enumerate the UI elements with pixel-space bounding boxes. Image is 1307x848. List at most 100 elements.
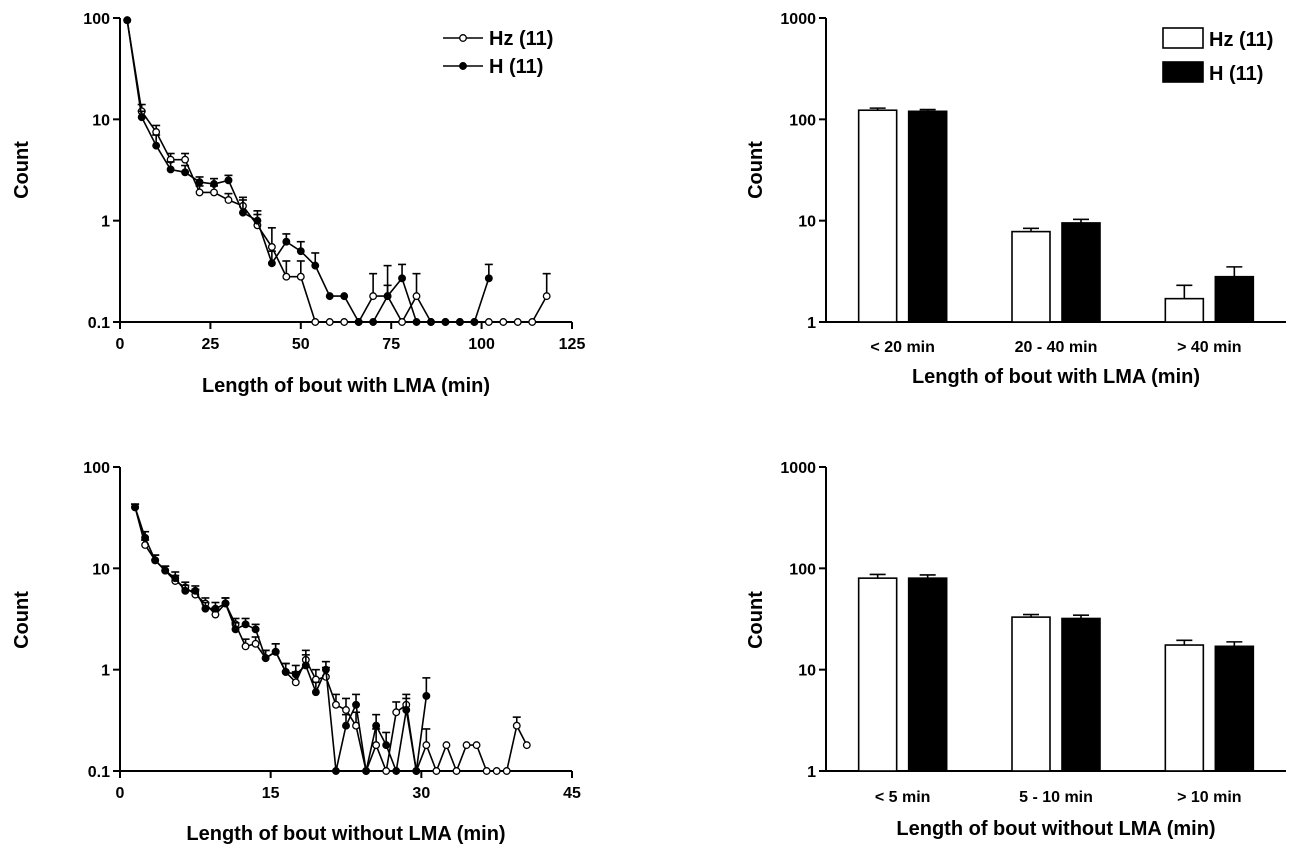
- legend-swatch: [1162, 61, 1204, 83]
- bar: [1061, 222, 1101, 323]
- legend-marker: [459, 34, 467, 42]
- data-point: [512, 721, 521, 730]
- legend-label: H (11): [1209, 63, 1263, 85]
- data-point: [492, 767, 501, 775]
- data-point: [398, 318, 406, 326]
- data-point: [253, 216, 262, 225]
- data-point: [181, 155, 190, 164]
- data-point: [296, 247, 305, 256]
- chart-line-with-lma: 0.1 1 10 100 Count 0 25 50 75 100 125 Length of bou…: [11, 11, 585, 397]
- data-point: [261, 654, 270, 663]
- data-point: [210, 180, 218, 188]
- data-point: [342, 706, 350, 714]
- data-point: [484, 274, 493, 283]
- data-point: [352, 700, 360, 709]
- legend-label: H (11): [489, 56, 543, 78]
- data-point: [321, 665, 330, 674]
- data-point: [267, 259, 276, 268]
- data-point: [412, 318, 421, 326]
- data-point: [151, 556, 160, 565]
- y-tick-label: 1: [101, 214, 110, 231]
- y-tick-label: 1000: [780, 460, 816, 477]
- data-point: [362, 767, 371, 775]
- x-tick-label: > 40 min: [1177, 339, 1241, 356]
- data-point: [181, 586, 190, 595]
- data-point: [224, 176, 233, 185]
- data-point: [513, 318, 522, 326]
- data-point: [311, 261, 320, 270]
- data-point: [131, 503, 140, 512]
- data-point: [251, 625, 260, 634]
- data-point: [470, 318, 479, 326]
- data-point: [462, 741, 471, 750]
- data-point: [484, 318, 493, 326]
- data-point: [340, 318, 349, 326]
- data-point: [201, 604, 210, 613]
- bar: [1164, 297, 1205, 323]
- data-point: [499, 318, 508, 326]
- y-tick-label: 10: [92, 561, 110, 578]
- data-point: [432, 767, 441, 775]
- data-point: [369, 318, 378, 326]
- y-axis-title: Count: [11, 591, 33, 649]
- legend-swatch: [1162, 27, 1204, 49]
- data-point: [152, 141, 161, 150]
- y-tick-label: 1: [807, 315, 816, 332]
- bar: [907, 577, 948, 772]
- data-point: [211, 604, 220, 613]
- bar: [857, 577, 898, 772]
- x-axis-title: Length of bout with LMA (min): [202, 375, 490, 397]
- bar: [1011, 230, 1051, 323]
- data-point: [412, 292, 421, 301]
- data-point: [383, 292, 392, 301]
- data-point: [291, 678, 300, 687]
- x-tick-label: 15: [262, 785, 280, 802]
- data-point: [427, 318, 435, 326]
- data-point: [171, 574, 180, 583]
- y-tick-label: 10: [798, 663, 816, 680]
- bar: [1214, 275, 1255, 323]
- data-point: [271, 647, 280, 656]
- y-tick-label: 100: [83, 460, 110, 477]
- data-point: [502, 767, 511, 775]
- data-point: [340, 292, 349, 301]
- data-point: [482, 767, 491, 775]
- data-point: [301, 661, 310, 670]
- data-point: [181, 168, 190, 177]
- x-tick-label: 25: [202, 336, 220, 353]
- x-tick-label: 30: [412, 785, 430, 802]
- x-tick-label: 100: [468, 336, 495, 353]
- x-tick-label: 0: [116, 336, 125, 353]
- y-tick-label: 0.1: [88, 315, 110, 332]
- y-tick-label: 0.1: [88, 764, 110, 781]
- data-point: [296, 272, 305, 281]
- data-point: [195, 188, 204, 197]
- bar: [1061, 617, 1101, 772]
- x-tick-label: < 5 min: [875, 789, 931, 806]
- legend-marker: [459, 62, 467, 70]
- data-point: [372, 721, 381, 730]
- data-point: [311, 318, 320, 326]
- data-point: [210, 188, 218, 197]
- x-tick-label: 20 - 40 min: [1015, 339, 1098, 356]
- data-point: [542, 292, 551, 301]
- data-point: [282, 237, 291, 246]
- data-point: [442, 741, 451, 750]
- data-point: [325, 318, 334, 326]
- data-point: [224, 196, 233, 204]
- y-axis-title: Count: [745, 141, 767, 199]
- data-point: [452, 767, 461, 775]
- data-point: [251, 639, 260, 648]
- data-point: [241, 620, 250, 629]
- data-point: [332, 767, 340, 775]
- data-point: [342, 721, 350, 730]
- data-point: [354, 318, 363, 326]
- data-point: [382, 741, 391, 750]
- data-point: [231, 625, 240, 634]
- data-point: [238, 208, 247, 217]
- data-point: [372, 741, 381, 750]
- data-point: [332, 700, 340, 709]
- y-tick-label: 1: [101, 663, 110, 680]
- bar: [907, 110, 948, 323]
